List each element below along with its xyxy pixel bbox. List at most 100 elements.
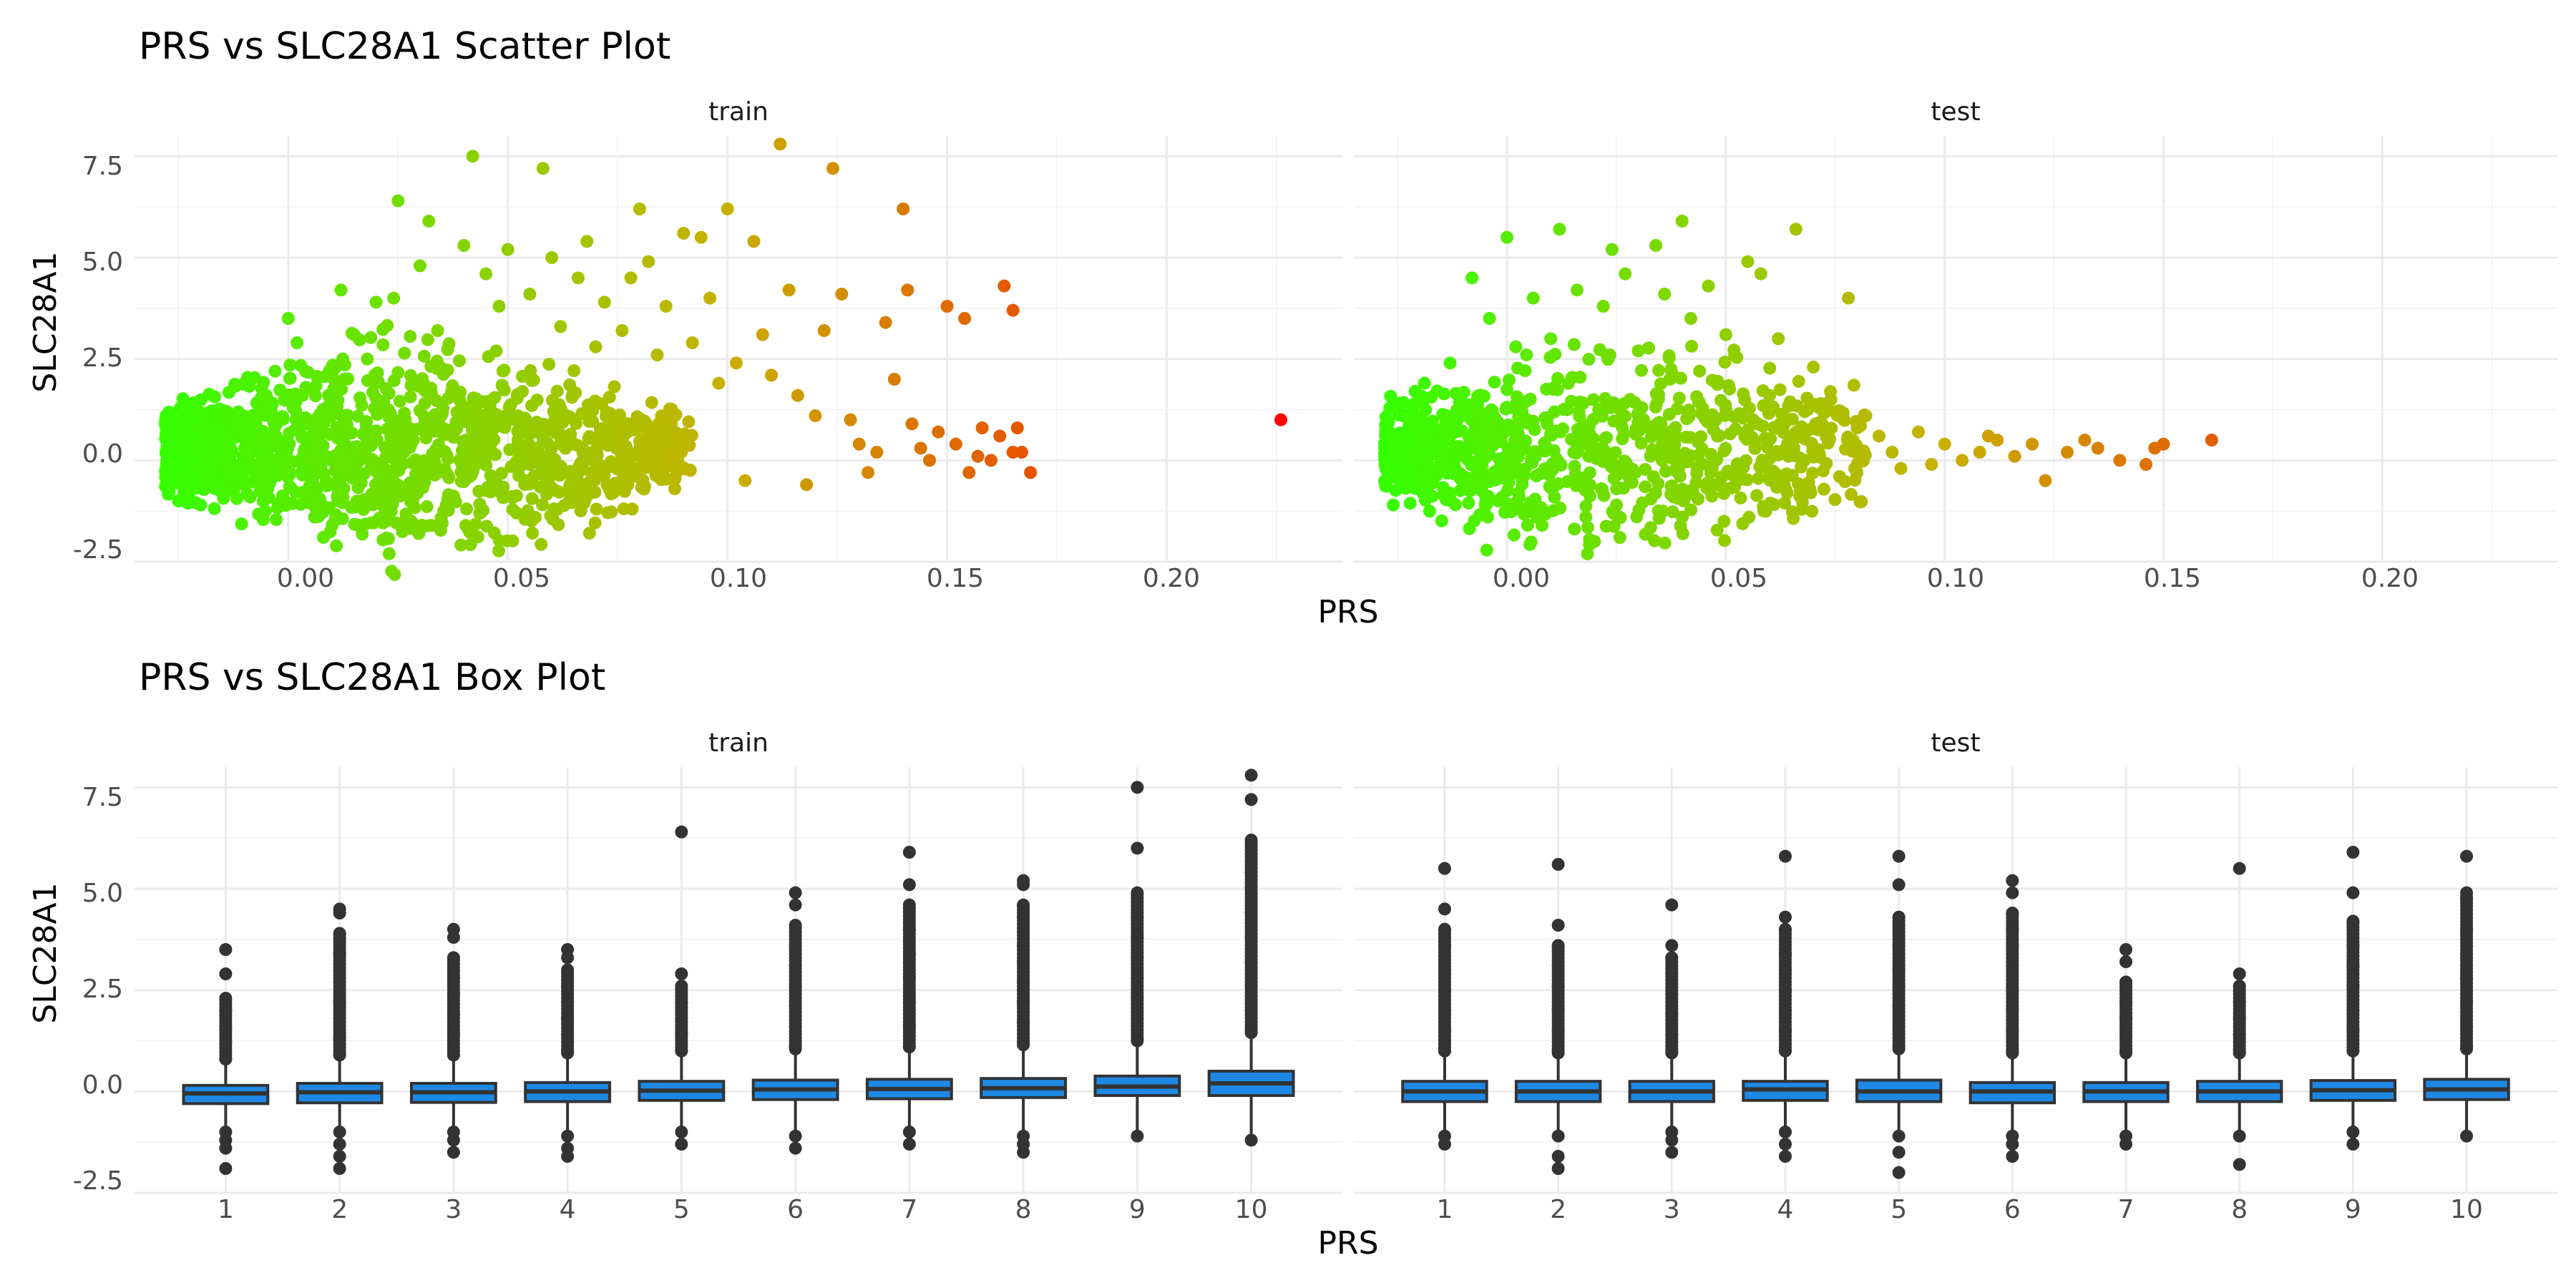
scatter-point-dense: [1607, 396, 1621, 409]
scatter-point-dense: [1778, 496, 1792, 509]
scatter-point-dense: [323, 501, 336, 514]
scatter-point-dense: [357, 450, 371, 464]
scatter-point-dense: [454, 386, 467, 399]
scatter-point: [2157, 437, 2170, 451]
scatter-point-dense: [1475, 435, 1488, 449]
scatter-point-dense: [1594, 482, 1608, 495]
scatter-point-dense: [1541, 417, 1554, 431]
scatter-point: [809, 409, 822, 422]
scatter-point-dense: [1453, 467, 1467, 480]
scatter-point: [1443, 356, 1457, 370]
box-y-tick-label: 5.0: [82, 879, 123, 908]
scatter-point-dense: [289, 395, 303, 409]
scatter-point: [2078, 434, 2092, 447]
scatter-point-dense: [379, 382, 393, 396]
scatter-point: [962, 466, 976, 479]
scatter-point-dense: [1707, 423, 1720, 436]
scatter-point-dense: [1763, 474, 1777, 487]
scatter-strip-train: train: [708, 97, 769, 127]
scatter-point-dense: [1787, 512, 1800, 525]
scatter-point-dense: [1435, 514, 1448, 527]
scatter-point-dense: [441, 364, 454, 377]
scatter-point: [1710, 478, 1724, 492]
scatter-point-dense: [233, 461, 246, 474]
box-outlier: [1438, 902, 1451, 916]
box-outlier: [2233, 1129, 2246, 1143]
scatter-point-dense: [334, 429, 348, 442]
scatter-point-dense: [1553, 501, 1567, 514]
scatter-point-dense: [417, 410, 431, 424]
box-chart: PRS vs SLC28A1 Box Plot train test 1 2 3 4 5…: [27, 656, 2557, 1262]
scatter-point: [326, 519, 339, 532]
scatter-point: [492, 300, 506, 313]
scatter-point-dense: [1727, 410, 1741, 424]
box-5: [638, 825, 726, 1151]
box-strip-test: test: [1931, 728, 1980, 758]
box-outlier: [1244, 836, 1258, 849]
scatter-point: [1015, 446, 1028, 459]
scatter-point-dense: [1384, 389, 1397, 403]
scatter-point: [747, 235, 761, 248]
box-outlier: [2460, 849, 2474, 863]
scatter-point: [1894, 462, 1908, 475]
scatter-y-tick-label: 7.5: [82, 152, 123, 181]
scatter-point-dense: [1406, 404, 1420, 418]
box-4: [524, 943, 612, 1163]
scatter-point: [694, 230, 708, 244]
scatter-point-dense: [685, 429, 698, 442]
scatter-point: [1474, 478, 1488, 492]
scatter-point-dense: [208, 502, 221, 515]
box-train-boxes: [182, 769, 1295, 1175]
scatter-point-dense: [1805, 504, 1819, 518]
scatter-point-dense: [1672, 391, 1686, 405]
scatter-point: [1991, 434, 2004, 447]
box-6: [751, 886, 839, 1155]
scatter-point-dense: [1718, 356, 1732, 369]
box-outlier: [902, 902, 916, 915]
scatter-point: [1684, 312, 1697, 325]
scatter-point: [1772, 332, 1785, 346]
scatter-point-dense: [608, 380, 621, 394]
scatter-point-dense: [366, 498, 380, 512]
box-2: [1514, 858, 1602, 1175]
scatter-point: [1925, 458, 1938, 471]
scatter-point-dense: [1667, 445, 1681, 459]
scatter-point-dense: [535, 537, 548, 551]
scatter-point-dense: [498, 421, 512, 434]
box-x-tick-label: 8: [1015, 1195, 1032, 1224]
scatter-point-dense: [605, 505, 618, 519]
scatter-point-dense: [219, 406, 233, 419]
scatter-point: [940, 300, 954, 313]
scatter-point: [291, 336, 304, 349]
scatter-point: [361, 352, 374, 366]
scatter-point: [1010, 421, 1024, 434]
scatter-point-dense: [1672, 462, 1685, 476]
scatter-point-dense: [205, 404, 218, 418]
scatter-point: [615, 324, 629, 337]
scatter-point: [172, 494, 185, 507]
scatter-point-dense: [1419, 403, 1433, 416]
box-outlier: [2119, 943, 2133, 956]
scatter-point-dense: [455, 444, 469, 457]
scatter-point-dense: [672, 443, 686, 457]
box-outlier: [1892, 1129, 1906, 1143]
box-3: [1628, 898, 1716, 1159]
box-y-tick-labels: 7.5 5.0 2.5 0.0 -2.5: [73, 783, 123, 1196]
box-outlier: [1665, 1133, 1679, 1147]
scatter-point-dense: [358, 426, 372, 439]
scatter-point-dense: [1670, 402, 1684, 416]
box-outlier: [447, 953, 460, 967]
scatter-point-dense: [308, 389, 322, 403]
scatter-point-dense: [331, 394, 345, 407]
scatter-point: [260, 389, 273, 402]
scatter-point: [901, 283, 914, 297]
scatter-point: [650, 348, 664, 361]
box-outlier: [333, 928, 346, 942]
scatter-point-dense: [1616, 432, 1629, 446]
box-outlier: [2346, 886, 2360, 899]
scatter-point: [1536, 519, 1549, 532]
scatter-point-dense: [562, 411, 575, 424]
scatter-point-dense: [1403, 497, 1417, 510]
box-outlier: [333, 1126, 346, 1138]
scatter-point-dense: [518, 411, 532, 425]
